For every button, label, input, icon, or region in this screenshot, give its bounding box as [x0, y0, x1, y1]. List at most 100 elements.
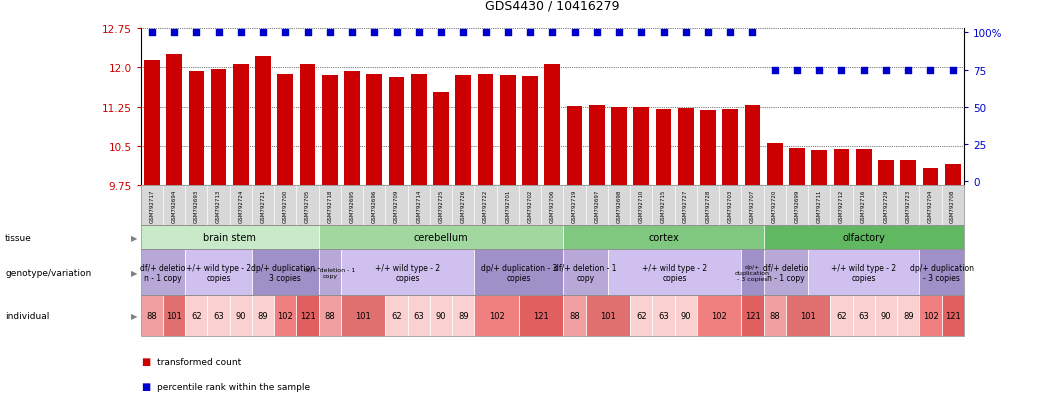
Point [855, 67, 872, 74]
Bar [567, 106, 582, 186]
Text: GSM792709: GSM792709 [394, 189, 399, 222]
Point [877, 67, 894, 74]
Text: GSM792723: GSM792723 [905, 189, 911, 222]
Text: 102: 102 [922, 311, 939, 320]
Text: GSM792703: GSM792703 [727, 189, 733, 222]
Text: GSM792696: GSM792696 [372, 189, 377, 222]
Text: ■: ■ [141, 356, 150, 366]
Text: df/+ deletion - 1
copy: df/+ deletion - 1 copy [304, 267, 355, 278]
Text: GSM792707: GSM792707 [750, 189, 755, 222]
Point [144, 30, 160, 37]
Point [210, 30, 227, 37]
Text: GSM792715: GSM792715 [661, 189, 666, 222]
Text: 90: 90 [880, 311, 891, 320]
Text: GSM792724: GSM792724 [239, 189, 243, 222]
Bar [189, 72, 204, 186]
Text: 63: 63 [414, 311, 424, 320]
Point [455, 30, 472, 37]
Point [432, 30, 449, 37]
Text: 88: 88 [769, 311, 780, 320]
Point [744, 30, 761, 37]
Text: GSM792714: GSM792714 [416, 189, 421, 222]
Point [411, 30, 427, 37]
Text: dp/+ duplication - 3
copies: dp/+ duplication - 3 copies [480, 263, 557, 282]
Text: 89: 89 [457, 311, 469, 320]
Text: 62: 62 [836, 311, 847, 320]
Bar [500, 76, 516, 186]
Text: genotype/variation: genotype/variation [5, 268, 92, 277]
Point [922, 67, 939, 74]
Point [944, 67, 961, 74]
Bar [344, 72, 359, 186]
Text: 63: 63 [659, 311, 669, 320]
Bar [634, 108, 649, 186]
Text: 63: 63 [214, 311, 224, 320]
Bar [589, 105, 604, 186]
Text: ▶: ▶ [131, 268, 138, 277]
Text: 89: 89 [903, 311, 914, 320]
Point [299, 30, 316, 37]
Text: GSM792704: GSM792704 [928, 189, 933, 222]
Point [232, 30, 249, 37]
Bar [322, 76, 338, 186]
Bar [167, 55, 181, 186]
Text: individual: individual [5, 311, 50, 320]
Text: ■: ■ [141, 381, 150, 391]
Text: cerebellum: cerebellum [414, 233, 468, 242]
Point [767, 67, 784, 74]
Point [789, 67, 805, 74]
Text: df/+ deletion - 1
copy: df/+ deletion - 1 copy [554, 263, 617, 282]
Bar [745, 105, 761, 186]
Text: df/+ deletio
n - 1 copy: df/+ deletio n - 1 copy [141, 263, 185, 282]
Text: GSM792728: GSM792728 [705, 189, 711, 222]
Text: dp/+ duplication -
3 copies: dp/+ duplication - 3 copies [251, 263, 320, 282]
Text: 62: 62 [391, 311, 402, 320]
Text: 89: 89 [257, 311, 269, 320]
Bar [655, 109, 671, 186]
Text: GSM792701: GSM792701 [505, 189, 511, 222]
Text: dp/+
duplication
- 3 copies: dp/+ duplication - 3 copies [735, 264, 770, 281]
Point [834, 67, 850, 74]
Point [344, 30, 361, 37]
Point [277, 30, 294, 37]
Text: GSM792700: GSM792700 [282, 189, 288, 222]
Bar [522, 76, 538, 186]
Text: GSM792718: GSM792718 [327, 189, 332, 222]
Point [166, 30, 182, 37]
Point [677, 30, 694, 37]
Bar [678, 109, 694, 186]
Text: 101: 101 [355, 311, 371, 320]
Text: GSM792720: GSM792720 [772, 189, 777, 222]
Text: 90: 90 [436, 311, 446, 320]
Text: 62: 62 [636, 311, 647, 320]
Bar [255, 57, 271, 186]
Bar [767, 143, 783, 186]
Text: GSM792710: GSM792710 [639, 189, 644, 222]
Bar [789, 148, 804, 186]
Text: GSM792726: GSM792726 [461, 189, 466, 222]
Text: 101: 101 [600, 311, 616, 320]
Bar [923, 169, 938, 186]
Bar [945, 164, 961, 186]
Text: cortex: cortex [648, 233, 679, 242]
Bar [144, 62, 159, 186]
Text: GSM792712: GSM792712 [839, 189, 844, 222]
Text: 90: 90 [235, 311, 246, 320]
Text: +/+ wild type - 2
copies: +/+ wild type - 2 copies [642, 263, 708, 282]
Point [611, 30, 627, 37]
Point [632, 30, 649, 37]
Text: GSM792725: GSM792725 [439, 189, 444, 222]
Text: 101: 101 [800, 311, 816, 320]
Bar [855, 150, 871, 186]
Text: GSM792694: GSM792694 [172, 189, 176, 222]
Text: GSM792693: GSM792693 [194, 189, 199, 222]
Point [655, 30, 672, 37]
Point [321, 30, 338, 37]
Text: tissue: tissue [5, 233, 32, 242]
Text: GSM792729: GSM792729 [884, 189, 889, 222]
Bar [455, 76, 471, 186]
Point [900, 67, 917, 74]
Text: GSM792698: GSM792698 [617, 189, 621, 222]
Bar [233, 64, 249, 186]
Text: brain stem: brain stem [203, 233, 256, 242]
